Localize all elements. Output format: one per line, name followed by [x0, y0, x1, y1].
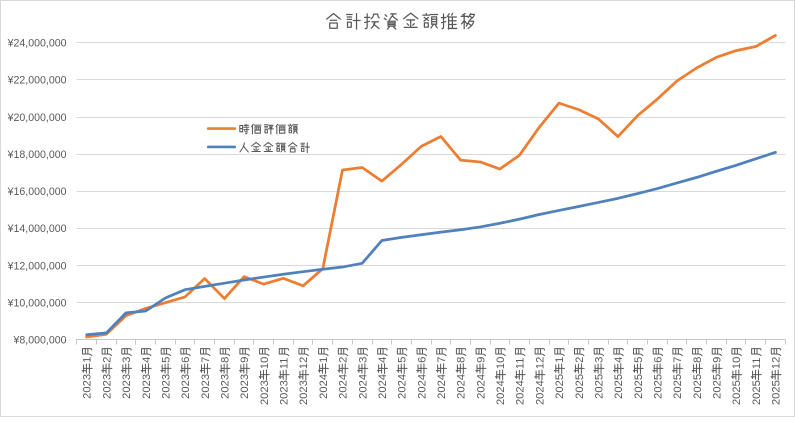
- svg-text:6: 6: [180, 357, 192, 363]
- svg-text:2024: 2024: [495, 380, 507, 405]
- svg-text:3: 3: [593, 357, 605, 363]
- svg-text:¥14,000,000: ¥14,000,000: [7, 223, 67, 235]
- svg-text:2024: 2024: [377, 374, 389, 399]
- svg-text:10: 10: [495, 357, 507, 369]
- svg-text:2025: 2025: [751, 380, 763, 405]
- svg-text:1: 1: [82, 357, 94, 363]
- svg-text:4: 4: [141, 357, 153, 363]
- svg-text:12: 12: [771, 357, 783, 369]
- svg-text:3: 3: [357, 357, 369, 363]
- svg-text:¥24,000,000: ¥24,000,000: [7, 38, 67, 50]
- svg-text:¥18,000,000: ¥18,000,000: [7, 149, 67, 161]
- svg-text:2024: 2024: [534, 380, 546, 405]
- svg-text:8: 8: [456, 357, 468, 363]
- svg-text:¥20,000,000: ¥20,000,000: [7, 112, 67, 124]
- svg-text:6: 6: [652, 357, 664, 363]
- svg-text:9: 9: [475, 357, 487, 363]
- svg-text:2023: 2023: [101, 374, 113, 399]
- svg-text:¥16,000,000: ¥16,000,000: [7, 186, 67, 198]
- svg-text:2024: 2024: [416, 374, 428, 399]
- svg-text:2025: 2025: [692, 374, 704, 399]
- svg-text:11: 11: [279, 358, 291, 370]
- svg-text:2024: 2024: [318, 374, 330, 399]
- svg-text:2023: 2023: [121, 374, 133, 399]
- svg-text:4: 4: [377, 357, 389, 363]
- svg-text:2023: 2023: [259, 380, 271, 405]
- svg-text:2: 2: [574, 357, 586, 363]
- svg-text:2025: 2025: [554, 374, 566, 399]
- svg-text:2025: 2025: [731, 380, 743, 405]
- svg-text:2025: 2025: [633, 374, 645, 399]
- svg-text:2023: 2023: [160, 374, 172, 399]
- svg-text:2023: 2023: [220, 374, 232, 399]
- svg-text:8: 8: [220, 357, 232, 363]
- svg-text:10: 10: [731, 357, 743, 369]
- svg-text:2: 2: [101, 357, 113, 363]
- svg-text:2024: 2024: [456, 374, 468, 399]
- svg-text:2023: 2023: [298, 380, 310, 405]
- svg-text:9: 9: [712, 357, 724, 363]
- svg-text:2023: 2023: [279, 380, 291, 405]
- svg-text:8: 8: [692, 357, 704, 363]
- svg-text:2025: 2025: [652, 374, 664, 399]
- svg-text:2023: 2023: [141, 374, 153, 399]
- svg-text:5: 5: [160, 357, 172, 363]
- svg-text:2: 2: [338, 357, 350, 363]
- svg-text:11: 11: [751, 358, 763, 370]
- svg-text:2024: 2024: [515, 380, 527, 405]
- svg-text:2024: 2024: [436, 374, 448, 399]
- svg-text:7: 7: [436, 357, 448, 363]
- svg-text:7: 7: [200, 357, 212, 363]
- svg-text:2025: 2025: [672, 374, 684, 399]
- svg-text:¥10,000,000: ¥10,000,000: [7, 297, 67, 309]
- svg-text:11: 11: [515, 358, 527, 370]
- svg-text:¥22,000,000: ¥22,000,000: [7, 75, 67, 87]
- svg-text:2025: 2025: [712, 374, 724, 399]
- svg-text:4: 4: [613, 357, 625, 363]
- svg-text:5: 5: [633, 357, 645, 363]
- svg-text:9: 9: [239, 357, 251, 363]
- svg-text:12: 12: [534, 357, 546, 369]
- svg-text:2024: 2024: [338, 374, 350, 399]
- svg-text:6: 6: [416, 357, 428, 363]
- svg-text:2025: 2025: [574, 374, 586, 399]
- svg-text:2024: 2024: [357, 374, 369, 399]
- svg-text:2025: 2025: [613, 374, 625, 399]
- svg-text:2023: 2023: [239, 374, 251, 399]
- svg-text:2025: 2025: [593, 374, 605, 399]
- svg-text:2023: 2023: [82, 374, 94, 399]
- svg-text:12: 12: [298, 357, 310, 369]
- svg-text:2025: 2025: [771, 380, 783, 405]
- svg-text:2024: 2024: [475, 374, 487, 399]
- svg-text:¥12,000,000: ¥12,000,000: [7, 260, 67, 272]
- svg-text:2023: 2023: [200, 374, 212, 399]
- svg-text:2024: 2024: [397, 374, 409, 399]
- svg-text:1: 1: [554, 357, 566, 363]
- svg-text:7: 7: [672, 357, 684, 363]
- svg-text:2023: 2023: [180, 374, 192, 399]
- svg-text:10: 10: [259, 357, 271, 369]
- svg-text:3: 3: [121, 357, 133, 363]
- svg-text:1: 1: [318, 357, 330, 363]
- svg-text:5: 5: [397, 357, 409, 363]
- svg-text:¥8,000,000: ¥8,000,000: [12, 335, 66, 347]
